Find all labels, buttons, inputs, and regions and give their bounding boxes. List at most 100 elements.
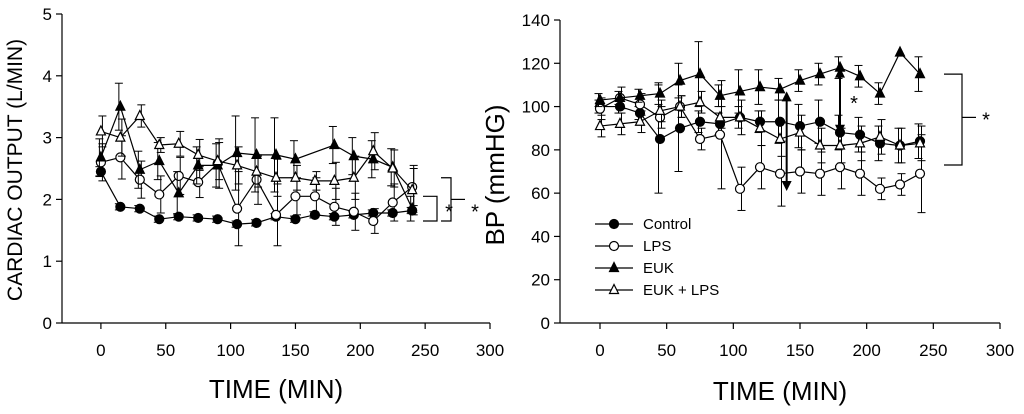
data-point (594, 119, 606, 131)
data-point (814, 168, 826, 179)
data-point (251, 217, 262, 228)
data-point (614, 91, 626, 103)
data-point (193, 212, 204, 224)
data-point (714, 88, 726, 100)
data-point (153, 154, 165, 166)
data-point (406, 201, 418, 213)
data-point (387, 161, 399, 173)
data-point (794, 125, 806, 137)
y-tick-label: 140 (522, 11, 550, 30)
x-tick-label: 250 (919, 341, 947, 360)
significance-bracket (944, 73, 963, 166)
x-tick-label: 0 (595, 341, 604, 360)
data-point (290, 191, 301, 202)
data-point (874, 130, 886, 141)
data-point (251, 174, 262, 185)
series-euk (594, 41, 926, 114)
data-point (173, 170, 184, 182)
data-point (154, 214, 165, 225)
x-tick-label: 100 (216, 341, 244, 360)
y-tick-label: 3 (43, 129, 52, 148)
data-point (115, 152, 126, 163)
data-point (814, 67, 826, 79)
data-point (734, 84, 746, 96)
significance-annotation: ** (781, 67, 990, 191)
x-axis-label: TIME (MIN) (713, 376, 847, 406)
data-point (154, 189, 165, 200)
data-point (694, 95, 706, 107)
x-tick-label: 150 (281, 341, 309, 360)
data-point (212, 154, 224, 166)
data-point (192, 148, 204, 160)
legend-label: EUK (643, 260, 674, 277)
data-point (134, 162, 146, 174)
data-point (348, 149, 360, 161)
x-tick-label: 50 (156, 341, 175, 360)
data-point (914, 67, 926, 79)
data-point (654, 104, 666, 116)
data-point (814, 116, 826, 127)
x-tick-label: 50 (657, 341, 676, 360)
data-point (794, 166, 806, 177)
data-point (654, 86, 666, 98)
blood-pressure-panel: 0 20 40 60 80 100 120 140 0 50 100 150 200 250 300 TIME… (480, 11, 1014, 406)
x-tick-label: 200 (346, 341, 374, 360)
data-point (854, 168, 866, 179)
data-point (134, 203, 145, 214)
significance-star: * (445, 202, 453, 224)
data-point (406, 183, 418, 195)
data-point (367, 152, 379, 164)
data-point (289, 170, 301, 182)
data-point (348, 206, 359, 217)
y-tick-label: 0 (43, 314, 52, 333)
data-point (192, 158, 204, 170)
data-point (270, 148, 282, 160)
data-point (854, 69, 866, 81)
data-point (290, 214, 301, 225)
data-point (874, 86, 886, 98)
y-tick-label: 5 (43, 5, 52, 24)
x-axis-label: TIME (MIN) (209, 374, 343, 404)
data-point (270, 170, 282, 182)
data-point (774, 168, 786, 179)
significance-star: * (850, 93, 858, 115)
y-axis-label: BP (mmHG) (480, 104, 510, 245)
x-tick-label: 300 (986, 341, 1014, 360)
x-tick-label: 100 (719, 341, 747, 360)
data-point (814, 138, 826, 150)
data-point (894, 45, 906, 57)
data-point (115, 201, 126, 212)
legend-label: Control (643, 216, 691, 233)
data-point (368, 215, 379, 227)
data-point (251, 148, 263, 160)
data-point (654, 133, 666, 145)
data-point (173, 186, 185, 198)
data-point (329, 211, 340, 222)
x-tick-label: 250 (411, 341, 439, 360)
x-tick-label: 150 (786, 341, 814, 360)
y-tick-label: 120 (522, 54, 550, 73)
series-line (599, 51, 921, 101)
data-point (348, 170, 360, 182)
data-point (834, 162, 846, 173)
legend: Control LPS EUK EUK + LPS (595, 216, 719, 299)
data-point (309, 191, 321, 202)
data-point (674, 123, 686, 134)
significance-arrow-head (835, 124, 845, 135)
y-tick-label: 0 (541, 314, 550, 333)
data-point (874, 183, 886, 194)
data-point (674, 99, 686, 111)
data-point (674, 73, 686, 85)
data-point (734, 110, 746, 122)
data-point (231, 219, 243, 230)
legend-label: LPS (643, 238, 671, 255)
data-point (774, 132, 786, 144)
significance-arrow-head (835, 67, 845, 78)
data-point (367, 144, 379, 156)
data-point (754, 80, 766, 92)
legend-marker (608, 261, 620, 273)
data-point (231, 203, 243, 214)
significance-star: * (982, 109, 990, 131)
series-line (100, 104, 413, 209)
